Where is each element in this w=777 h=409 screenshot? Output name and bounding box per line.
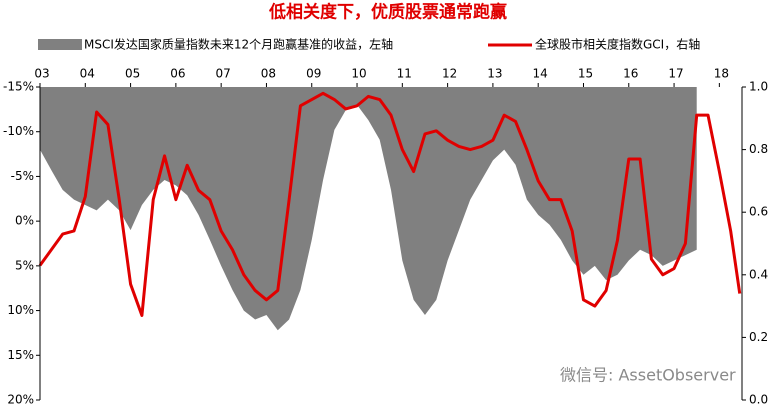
y2-tick-label: 0.6 [749, 205, 768, 219]
legend-label: 全球股市相关度指数GCI，右轴 [535, 37, 700, 52]
line [38, 91, 742, 317]
x-tick-label: 14 [533, 67, 548, 81]
y-tick-label: -10% [3, 124, 34, 138]
x-tick-label: 18 [714, 67, 729, 81]
x-tick-label: 06 [170, 67, 185, 81]
watermark: 微信号: AssetObserver [560, 366, 736, 385]
legend-label: MSCI发达国家质量指数未来12个月跑赢基准的收益，左轴 [84, 37, 393, 52]
x-tick-label: 05 [125, 67, 140, 81]
legend-swatch [38, 39, 82, 50]
y-tick-label: -5% [11, 169, 34, 183]
x-tick-label: 04 [80, 67, 95, 81]
chart-title: 低相关度下，优质股票通常跑赢 [268, 2, 507, 23]
y2-tick-label: 0.4 [749, 267, 768, 281]
y-tick-label: 15% [7, 348, 34, 362]
x-tick-label: 15 [578, 67, 593, 81]
y2-tick-label: 0.8 [749, 142, 768, 156]
x-tick-label: 10 [351, 67, 366, 81]
x-tick-label: 09 [306, 67, 321, 81]
area [40, 87, 697, 331]
x-tick-label: 12 [442, 67, 457, 81]
x-tick-label: 17 [668, 67, 683, 81]
y2-tick-label: 0.0 [749, 393, 768, 407]
x-tick-label: 08 [261, 67, 276, 81]
x-tick-label: 13 [487, 67, 502, 81]
y-tick-label: 5% [15, 258, 34, 272]
y2-tick-label: 1.0 [749, 80, 768, 94]
x-tick-label: 16 [623, 67, 638, 81]
y2-tick-label: 0.2 [749, 330, 768, 344]
x-tick-label: 03 [34, 67, 49, 81]
x-tick-label: 07 [216, 67, 231, 81]
y-tick-label: 0% [15, 214, 34, 228]
y-tick-label: 20% [7, 393, 34, 407]
y-tick-label: 10% [7, 303, 34, 317]
y-tick-label: -15% [3, 80, 34, 94]
x-tick-label: 11 [397, 67, 412, 81]
